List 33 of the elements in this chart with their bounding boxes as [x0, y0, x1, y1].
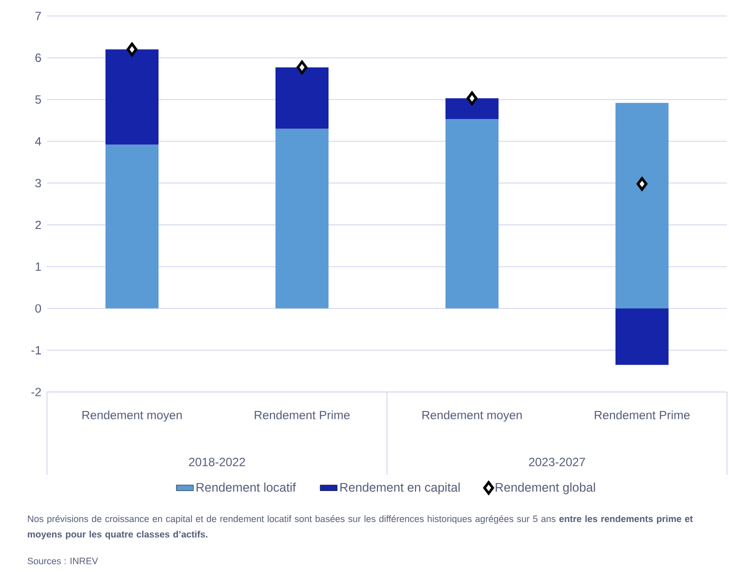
y-tick-label: 5: [35, 95, 41, 104]
y-tick-label: 3: [35, 178, 41, 188]
point: [126, 42, 138, 56]
x-tick-label: Rendement moyen: [422, 410, 522, 422]
point: [466, 91, 478, 106]
y-tick-label: 4: [35, 137, 42, 146]
legend-label: Rendement en capital: [340, 482, 460, 494]
bar: [615, 102, 669, 308]
y-tick-label: 0: [35, 304, 42, 313]
x-tick-label: Rendement Prime: [594, 410, 690, 420]
bar: [105, 49, 159, 145]
point: [636, 177, 648, 191]
y-tick-label: -1: [31, 346, 41, 354]
legend-label: Rendement locatif: [196, 482, 296, 492]
y-tick-label: 1: [36, 262, 41, 271]
bar: [275, 128, 329, 308]
x-tick-label: Rendement moyen: [82, 410, 182, 422]
bar: [615, 308, 669, 365]
x-tick-label: Rendement Prime: [254, 410, 350, 420]
y-tick-label: 6: [35, 54, 41, 62]
y-tick-label: 2: [35, 220, 41, 230]
legend-label: Rendement global: [496, 482, 595, 494]
y-tick-label: 7: [35, 12, 41, 20]
bar: [445, 98, 499, 120]
text: 2023-2027: [529, 458, 585, 466]
text: 2018-2022: [189, 458, 245, 466]
bar: [445, 119, 499, 308]
bar: [105, 144, 159, 308]
text: Nos prévisions de croissance en capital et de rendement locatif sont basées sur les différences historiques agrégées sur 5 ans entre les rendements prime et moyens pour les quatre classes d’actifs.: [28, 515, 693, 540]
bar: [275, 67, 329, 129]
source-note: Sources : INREV: [28, 558, 98, 564]
y-tick-label: -2: [31, 388, 41, 396]
point: [296, 60, 308, 74]
